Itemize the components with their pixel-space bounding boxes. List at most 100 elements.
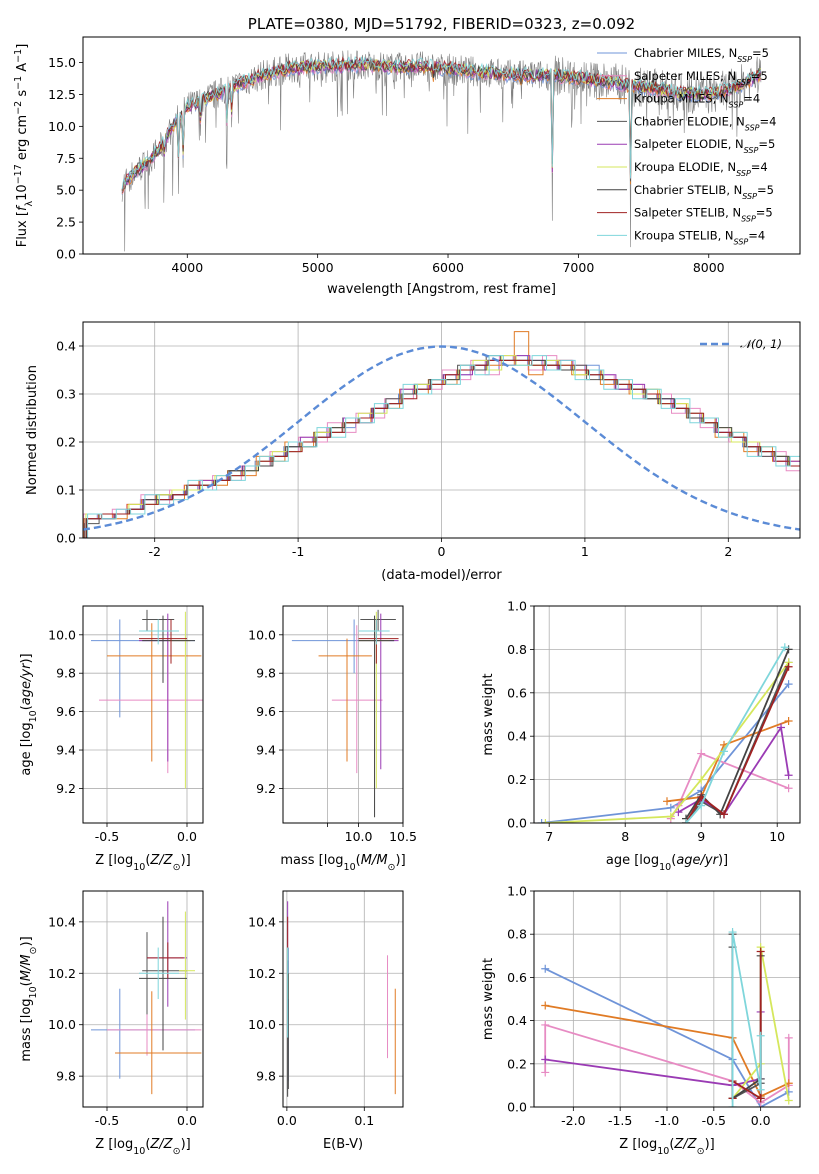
weight-marker bbox=[663, 797, 671, 806]
y-axis-label: age [log10(age/yr)] bbox=[19, 653, 39, 775]
legend-label: Chabrier MILES, N bbox=[634, 46, 737, 60]
histograms bbox=[83, 331, 800, 538]
weight-series-9 bbox=[731, 931, 762, 1107]
weight-series-2 bbox=[670, 752, 789, 820]
x-tick-label: 1 bbox=[581, 544, 589, 559]
y-tick-label: 0.0 bbox=[507, 816, 527, 831]
weight-marker bbox=[720, 810, 728, 819]
label-part: f bbox=[15, 204, 30, 211]
panel-age-vs-Z: -0.5 0.09.29.49.69.810.0Z [log10(Z/Z⊙)]ag… bbox=[19, 605, 204, 873]
label-part: ⊙ bbox=[697, 1146, 705, 1157]
legend-suffix: =4 bbox=[751, 160, 768, 174]
y-tick-label: 10.4 bbox=[248, 914, 276, 929]
label-part: wavelength [Angstrom, rest frame] bbox=[327, 282, 556, 297]
label-part: 10 bbox=[28, 710, 39, 722]
y-tick-label: 12.5 bbox=[48, 87, 76, 102]
errorbar-3 bbox=[115, 991, 202, 1095]
label-part: mass [log bbox=[19, 998, 34, 1061]
y-tick-label: 0.0 bbox=[56, 531, 76, 546]
weight-marker bbox=[780, 643, 789, 652]
weight-series-3 bbox=[545, 1004, 790, 1098]
legend-entry-4: Chabrier ELODIE, NSSP=4 bbox=[634, 114, 776, 131]
errorbars bbox=[91, 901, 202, 1095]
x-tick-label: -1.5 bbox=[608, 1113, 632, 1128]
y-tick-label: 9.8 bbox=[56, 1069, 76, 1084]
panel-residuals: -2 -1 0 1 2 0.0 0.1 0.2 0.3 0.4 (data-model)/error… bbox=[25, 321, 801, 583]
weight-marker bbox=[784, 771, 793, 780]
legend-entry-normal: 𝒩(0, 1) bbox=[740, 337, 782, 351]
weight-series-2 bbox=[544, 1023, 790, 1104]
label-part: (data-model)/error bbox=[381, 568, 502, 583]
y-tick-label: 9.6 bbox=[256, 704, 276, 719]
weight-marker bbox=[784, 645, 793, 654]
weight-marker bbox=[756, 1085, 765, 1094]
legend-label: Chabrier STELIB, N bbox=[634, 183, 742, 197]
y-tick-label: 10.0 bbox=[48, 1017, 76, 1032]
x-tick-label: 8 bbox=[621, 829, 629, 844]
label-part: ⊙ bbox=[28, 947, 39, 955]
y-tick-label: 0.8 bbox=[507, 927, 527, 942]
axes-frame bbox=[282, 605, 404, 824]
weight-marker bbox=[697, 749, 706, 758]
observed-spectrum bbox=[121, 50, 762, 252]
weight-marker bbox=[777, 723, 785, 732]
histogram-1 bbox=[83, 355, 800, 538]
x-axis-label: Z [log10(Z/Z⊙)] bbox=[95, 1137, 190, 1157]
y-tick-label: 0.2 bbox=[56, 435, 76, 450]
errorbars bbox=[291, 609, 399, 818]
weight-marker bbox=[682, 819, 690, 823]
y-tick-label: 10.4 bbox=[48, 914, 76, 929]
legend-suffix: =5 bbox=[757, 183, 774, 197]
legend-entry-6: Kroupa ELODIE, NSSP=4 bbox=[634, 160, 768, 178]
errorbar-9 bbox=[139, 619, 179, 645]
label-part: )] bbox=[396, 853, 406, 868]
errorbar-3 bbox=[318, 638, 372, 762]
label-part: 10 bbox=[133, 1146, 145, 1157]
x-tick-label: 7 bbox=[545, 829, 553, 844]
panel-weight-vs-Z: -2.0 -1.5 -1.0 -0.5 0.0 0.0 0.2 0.4 0.6 0.8 1.0 Z [… bbox=[481, 884, 801, 1157]
x-tick-label: 0.1 bbox=[354, 1113, 374, 1128]
histogram-8 bbox=[86, 359, 800, 538]
y-tick-label: 10.0 bbox=[48, 119, 76, 134]
x-tick-label: 10.0 bbox=[345, 829, 373, 844]
y-axis-label: Flux [fλ10−17 erg cm−2 s−1 A−1] bbox=[13, 44, 35, 248]
legend-label: Kroupa STELIB, N bbox=[634, 228, 734, 242]
weight-marker bbox=[756, 947, 765, 956]
x-tick-label: 0.0 bbox=[751, 1113, 771, 1128]
weight-marker bbox=[666, 803, 675, 812]
weight-marker bbox=[784, 784, 793, 793]
label-part: λ bbox=[24, 200, 35, 206]
label-part: 10 bbox=[133, 862, 145, 873]
y-tick-label: 9.6 bbox=[56, 704, 76, 719]
weight-marker bbox=[784, 1096, 793, 1105]
weight-marker bbox=[720, 747, 728, 756]
y-tick-label: 0.8 bbox=[507, 642, 527, 657]
label-part: ( bbox=[19, 705, 34, 710]
weight-series-6 bbox=[545, 661, 790, 823]
legend-entry-1: Chabrier MILES, NSSP=5 bbox=[634, 46, 769, 64]
weight-lines bbox=[541, 928, 793, 1107]
y-tick-label: 15.0 bbox=[48, 55, 76, 70]
legend-label: Chabrier ELODIE, N bbox=[634, 114, 745, 128]
axes-frame bbox=[533, 890, 801, 1108]
legend-entry-2: Salpeter MILES, NSSP=5 bbox=[634, 69, 768, 87]
label-part: 10 bbox=[344, 862, 356, 873]
x-tick-label: 2 bbox=[724, 544, 732, 559]
y-tick-label: 5.0 bbox=[56, 183, 76, 198]
label-part: E(B-V) bbox=[323, 1137, 363, 1152]
y-tick-label: 10.0 bbox=[48, 627, 76, 642]
weight-series-8 bbox=[731, 951, 762, 1101]
histogram-6 bbox=[85, 355, 800, 538]
y-tick-label: 9.4 bbox=[56, 743, 76, 758]
label-part: mass weight bbox=[481, 673, 496, 755]
y-tick-label: 2.5 bbox=[56, 215, 76, 230]
y-tick-label: 0.0 bbox=[507, 1100, 527, 1115]
weight-marker bbox=[666, 812, 675, 821]
y-tick-label: 9.8 bbox=[256, 1069, 276, 1084]
label-part: A bbox=[15, 63, 30, 76]
y-tick-label: 9.2 bbox=[256, 781, 276, 796]
histogram-4 bbox=[84, 355, 800, 538]
legend-label: Salpeter ELODIE, N bbox=[634, 137, 744, 151]
weight-marker bbox=[674, 808, 683, 817]
label-part: )] bbox=[705, 1137, 715, 1152]
